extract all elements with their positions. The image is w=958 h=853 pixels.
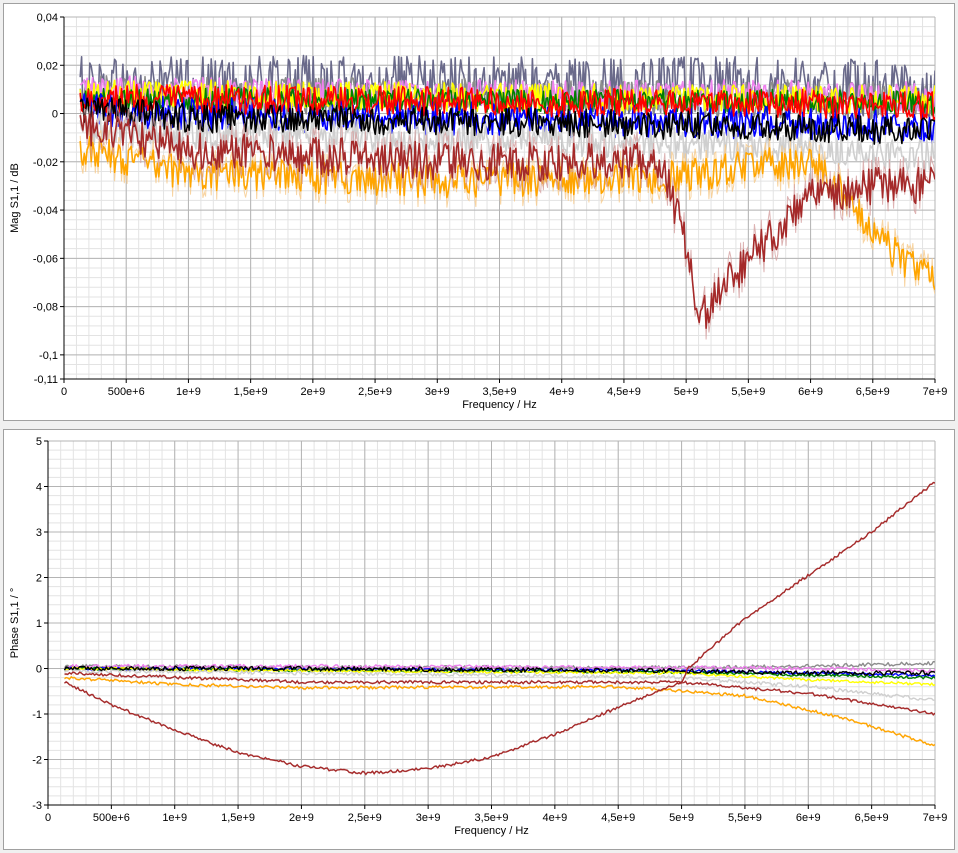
series-line-orange xyxy=(64,676,935,747)
magnitude-chart-panel: 0 500e+6 1e+9 1,5e+9 2e+9 2,5e+9 3e+9 3,5e+9 4e+… xyxy=(3,3,955,421)
y-tick-label: -0,06 xyxy=(33,253,58,265)
x-tick-label: 6,5e+9 xyxy=(856,386,890,398)
y-tick-label: -3 xyxy=(32,800,42,812)
x-tick-label: 5,5e+9 xyxy=(728,812,762,824)
x-tick-label: 7e+9 xyxy=(923,386,948,398)
y-tick-label: 0,02 xyxy=(37,60,58,72)
x-tick-label: 6e+9 xyxy=(796,812,821,824)
x-tick-label: 2,5e+9 xyxy=(348,812,382,824)
phase-chart: 0 500e+6 1e+9 1,5e+9 2e+9 2,5e+9 3e+9 3,5e+9 4e+… xyxy=(9,436,948,837)
series-line-brown xyxy=(79,111,935,330)
y-axis-title: Phase S1,1 / ° xyxy=(9,588,21,658)
series-line-brown xyxy=(64,671,935,716)
y-tick-label: 2 xyxy=(36,573,42,585)
y-tick-label: 0 xyxy=(36,664,42,676)
x-axis-title: Frequency / Hz xyxy=(462,399,537,411)
x-tick-label: 2e+9 xyxy=(300,386,325,398)
x-tick-label: 1,5e+9 xyxy=(221,812,255,824)
y-tick-label: -2 xyxy=(32,755,42,767)
x-tick-label: 4e+9 xyxy=(542,812,567,824)
y-tick-label: 1 xyxy=(36,618,42,630)
grid xyxy=(47,440,936,806)
series-line-yellow xyxy=(64,666,935,687)
series-group xyxy=(79,54,935,340)
phase-chart-panel: 0 500e+6 1e+9 1,5e+9 2e+9 2,5e+9 3e+9 3,5e+9 4e+… xyxy=(3,429,955,850)
x-tick-label: 500e+6 xyxy=(93,812,130,824)
x-tick-label: 5e+9 xyxy=(669,812,694,824)
series-line-red xyxy=(79,83,935,122)
x-tick-label: 6,5e+9 xyxy=(855,812,889,824)
y-tick-label: 4 xyxy=(36,482,42,494)
series-group xyxy=(63,481,935,777)
x-tick-label: 3e+9 xyxy=(416,812,441,824)
y-tick-label: -1 xyxy=(32,709,42,721)
y-tick-label: -0,1 xyxy=(39,350,58,362)
y-tick-label: 0 xyxy=(52,109,58,121)
x-tick-label: 1,5e+9 xyxy=(234,386,268,398)
x-tick-label: 2e+9 xyxy=(289,812,314,824)
y-tick-label: -0,11 xyxy=(34,374,58,386)
y-tick-label: 3 xyxy=(36,527,42,539)
x-tick-label: 5,5e+9 xyxy=(731,386,765,398)
series-line-black xyxy=(63,665,935,677)
x-tick-label: 2,5e+9 xyxy=(358,386,392,398)
series-line-orange xyxy=(79,135,935,290)
series-line-slate xyxy=(79,54,935,118)
x-tick-label: 3,5e+9 xyxy=(475,812,509,824)
x-tick-label: 1e+9 xyxy=(162,812,187,824)
x-tick-label: 0 xyxy=(61,386,67,398)
x-tick-label: 0 xyxy=(45,812,51,824)
x-tick-label: 3e+9 xyxy=(425,386,450,398)
series-line-lightgray xyxy=(64,668,935,701)
x-tick-label: 4,5e+9 xyxy=(601,812,635,824)
x-tick-label: 5e+9 xyxy=(674,386,699,398)
y-tick-label: -0,04 xyxy=(33,205,58,217)
x-tick-label: 7e+9 xyxy=(923,812,948,824)
y-tick-label: 5 xyxy=(36,436,42,448)
x-tick-label: 3,5e+9 xyxy=(483,386,517,398)
y-axis-title: Mag S1,1 / dB xyxy=(9,163,21,233)
series-line-violet xyxy=(64,663,935,674)
y-tick-label: 0,04 xyxy=(37,12,58,24)
x-tick-label: 1e+9 xyxy=(176,386,201,398)
x-tick-label: 4e+9 xyxy=(549,386,574,398)
x-tick-label: 6e+9 xyxy=(798,386,823,398)
series-line-black xyxy=(79,97,935,145)
y-tick-label: -0,02 xyxy=(33,157,58,169)
magnitude-chart: 0 500e+6 1e+9 1,5e+9 2e+9 2,5e+9 3e+9 3,5e+9 4e+… xyxy=(9,12,948,411)
x-axis-title: Frequency / Hz xyxy=(454,825,529,837)
x-tick-label: 4,5e+9 xyxy=(607,386,641,398)
x-tick-label: 500e+6 xyxy=(108,386,145,398)
series-line-brown xyxy=(64,481,935,776)
y-tick-label: -0,08 xyxy=(33,302,58,314)
